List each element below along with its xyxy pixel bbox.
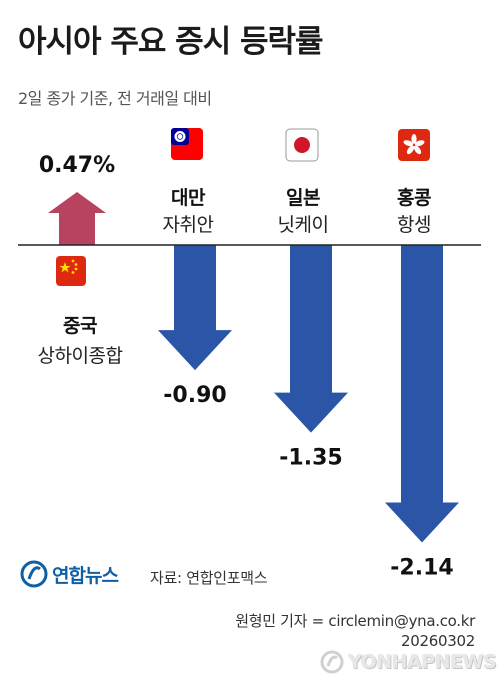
yonhap-logo-icon — [20, 560, 48, 588]
index-label-hongkong: 항셍 — [397, 214, 431, 236]
bar-arrow-taiwan — [158, 245, 232, 371]
index-label-taiwan: 자취안 — [162, 214, 214, 236]
index-label-japan: 닛케이 — [277, 214, 329, 236]
bar-arrow-china — [48, 192, 106, 245]
credit-date: 20260302 — [401, 632, 475, 650]
value-label-china: 0.47% — [39, 153, 115, 178]
index-label-china: 상하이종합 — [37, 345, 123, 367]
watermark: YONHAPNEWS — [320, 650, 497, 674]
category-label-taiwan: 대만 — [171, 187, 205, 209]
yonhap-logo: 연합뉴스 — [20, 560, 119, 588]
category-label-japan: 일본 — [286, 187, 320, 209]
watermark-logo-icon — [320, 650, 344, 674]
logo-text: 연합뉴스 — [52, 564, 119, 587]
category-label-china: 중국 — [63, 315, 97, 337]
value-label-japan: -1.35 — [279, 446, 342, 471]
watermark-text: YONHAPNEWS — [348, 651, 497, 673]
bar-arrow-japan — [274, 245, 348, 433]
category-label-hongkong: 홍콩 — [397, 187, 431, 209]
value-label-taiwan: -0.90 — [163, 383, 226, 408]
credit-author: 원형민 기자 = circlemin@yna.co.kr — [235, 612, 475, 630]
bar-arrow-hongkong — [385, 245, 459, 543]
china-flag-icon — [56, 256, 86, 286]
taiwan-flag-icon — [171, 128, 203, 160]
japan-flag-icon — [285, 128, 319, 162]
source-note: 자료: 연합인포맥스 — [150, 569, 268, 587]
credit: 원형민 기자 = circlemin@yna.co.kr 20260302 — [235, 611, 475, 651]
page-title: 아시아 주요 증시 등락률 — [18, 24, 324, 60]
hongkong-flag-icon — [398, 129, 430, 161]
value-label-hongkong: -2.14 — [390, 555, 453, 580]
page-subtitle: 2일 종가 기준, 전 거래일 대비 — [18, 89, 212, 108]
